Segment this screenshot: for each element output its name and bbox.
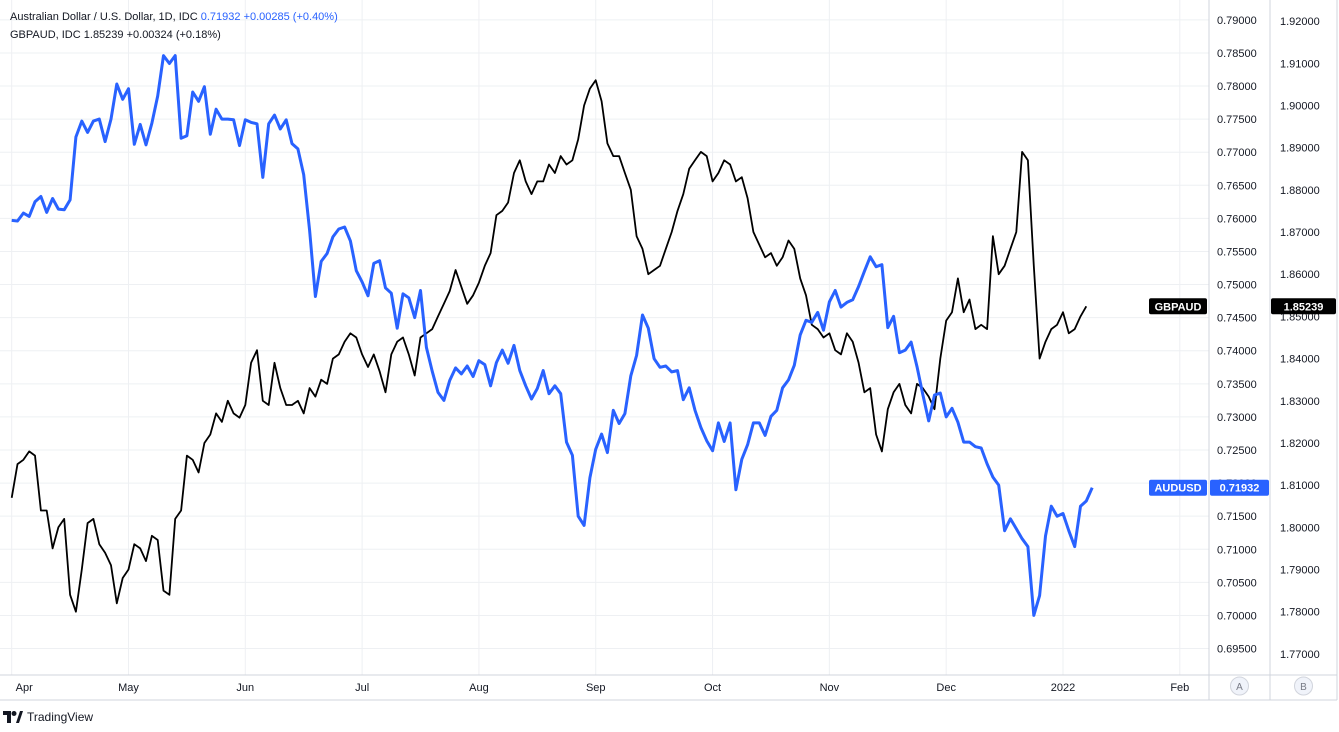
axis-a-tick-label: 0.78000 bbox=[1217, 81, 1257, 93]
legend-primary-change: +0.00285 (+0.40%) bbox=[243, 11, 338, 23]
axis-a-tick-label: 0.73000 bbox=[1217, 412, 1257, 424]
axis-a-tick-label: 0.79000 bbox=[1217, 15, 1257, 27]
axis-a-tick-label: 0.76500 bbox=[1217, 180, 1257, 192]
badge-value-text: 1.85239 bbox=[1284, 301, 1324, 313]
axis-b-tick-label: 1.87000 bbox=[1280, 227, 1320, 239]
axis-a-tick-label: 0.75500 bbox=[1217, 246, 1257, 258]
axis-a-tick-label: 0.77500 bbox=[1217, 114, 1257, 126]
axis-b-tick-label: 1.92000 bbox=[1280, 16, 1320, 28]
axis-a-tick-label: 0.77000 bbox=[1217, 147, 1257, 159]
axis-b-tick-label: 1.78000 bbox=[1280, 607, 1320, 619]
axis-a-tick-label: 0.74000 bbox=[1217, 346, 1257, 358]
badge-name-text: AUDUSD bbox=[1154, 483, 1201, 495]
chart-series-layer bbox=[10, 54, 1094, 617]
time-axis-tick-label: Apr bbox=[16, 682, 33, 694]
axis-b-tick-label: 1.86000 bbox=[1280, 269, 1320, 281]
axis-a-tick-label: 0.71000 bbox=[1217, 544, 1257, 556]
tradingview-logo-icon bbox=[3, 711, 23, 723]
tradingview-brand-text: TradingView bbox=[27, 710, 94, 724]
series-line-gbpaud[interactable] bbox=[10, 79, 1088, 613]
axis-b-tick-label: 1.82000 bbox=[1280, 438, 1320, 450]
legend-secondary[interactable]: GBPAUD, IDC 1.85239 +0.00324 (+0.18%) bbox=[10, 29, 221, 41]
badge-name-text: GBPAUD bbox=[1155, 301, 1202, 313]
time-axis-tick-label: Sep bbox=[586, 682, 606, 694]
time-axis-tick-label: Aug bbox=[469, 682, 489, 694]
time-axis-tick-label: May bbox=[118, 682, 139, 694]
axis-a-tick-label: 0.69500 bbox=[1217, 644, 1257, 656]
axis-b-tick-label: 1.83000 bbox=[1280, 396, 1320, 408]
axis-a-tick-label: 0.70500 bbox=[1217, 577, 1257, 589]
axis-a-tick-label: 0.73500 bbox=[1217, 379, 1257, 391]
badge-value-audusd bbox=[1210, 479, 1269, 496]
badge-name-gbpaud bbox=[1149, 298, 1207, 315]
price-axis-b[interactable]: 1.77000 1.78000 1.79000 1.80000 1.81000 1.820… bbox=[1280, 16, 1320, 661]
chart-grid bbox=[0, 0, 1209, 675]
time-axis-tick-label: Feb bbox=[1170, 682, 1189, 694]
time-axis-tick-label: Oct bbox=[704, 682, 721, 694]
axis-a-tick-label: 0.78500 bbox=[1217, 48, 1257, 60]
axis-a-tick-label: 0.74500 bbox=[1217, 313, 1257, 325]
legend-secondary-name: GBPAUD, IDC bbox=[10, 29, 81, 41]
badge-value-text: 0.71932 bbox=[1220, 483, 1260, 495]
time-axis-tick-label: Jun bbox=[236, 682, 254, 694]
legend-primary-last: 0.71932 bbox=[200, 11, 241, 23]
axis-a-tick-label: 0.72500 bbox=[1217, 445, 1257, 457]
time-axis[interactable]: Apr May Jun Jul Aug Sep Oct Nov Dec 2022 Feb bbox=[16, 682, 1190, 694]
axis-b-tick-label: 1.77000 bbox=[1280, 649, 1320, 661]
axis-a-tick-label: 0.71500 bbox=[1217, 511, 1257, 523]
price-axis-a[interactable]: 0.695000.700000.705000.710000.715000.720… bbox=[1217, 15, 1257, 656]
badge-value-gbpaud bbox=[1271, 298, 1336, 315]
series-line-audusd[interactable] bbox=[11, 54, 1094, 617]
axis-b-tick-label: 1.80000 bbox=[1280, 522, 1320, 534]
axis-b-tick-label: 1.79000 bbox=[1280, 565, 1320, 577]
axis-a-tick-label: 0.76000 bbox=[1217, 213, 1257, 225]
time-axis-tick-label: 2022 bbox=[1051, 682, 1075, 694]
tradingview-brand[interactable]: TradingView bbox=[3, 710, 93, 724]
time-axis-tick-label: Jul bbox=[355, 682, 369, 694]
time-axis-tick-label: Nov bbox=[820, 682, 840, 694]
axis-a-tick-label: 0.75000 bbox=[1217, 280, 1257, 292]
last-price-badges: AUDUSD 0.71932 GBPAUD 1.85239 bbox=[1149, 298, 1336, 496]
legend-primary-name: Australian Dollar / U.S. Dollar, 1D, IDC bbox=[10, 11, 198, 23]
axis-b-tick-label: 1.90000 bbox=[1280, 100, 1320, 112]
legend-secondary-change: +0.00324 (+0.18%) bbox=[126, 29, 221, 41]
axis-b-tick-label: 1.89000 bbox=[1280, 143, 1320, 155]
axis-b-toggle-label: B bbox=[1300, 682, 1307, 693]
axis-b-tick-label: 1.91000 bbox=[1280, 58, 1320, 70]
axis-a-toggle-label: A bbox=[1236, 682, 1243, 693]
legend-secondary-last: 1.85239 bbox=[83, 29, 124, 41]
axis-b-toggle-button[interactable] bbox=[1294, 676, 1313, 696]
legend-primary[interactable]: Australian Dollar / U.S. Dollar, 1D, IDC… bbox=[10, 11, 338, 23]
axis-b-tick-label: 1.85000 bbox=[1280, 311, 1320, 323]
axis-b-tick-label: 1.88000 bbox=[1280, 185, 1320, 197]
badge-name-audusd bbox=[1149, 479, 1207, 496]
axis-b-tick-label: 1.84000 bbox=[1280, 354, 1320, 366]
axis-a-tick-label: 0.70000 bbox=[1217, 610, 1257, 622]
axis-b-tick-label: 1.81000 bbox=[1280, 480, 1320, 492]
time-axis-tick-label: Dec bbox=[936, 682, 956, 694]
axis-a-toggle-button[interactable] bbox=[1230, 676, 1249, 696]
